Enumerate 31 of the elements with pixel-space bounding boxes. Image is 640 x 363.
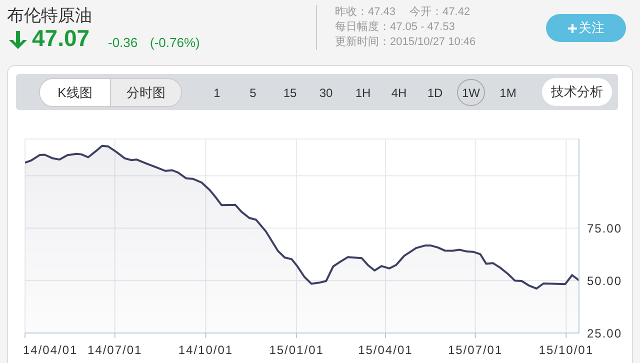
text: 1H bbox=[349, 79, 377, 106]
y-tick-label: 75.00 bbox=[587, 221, 622, 236]
text: 今开：47.42 bbox=[410, 6, 470, 18]
text: K线图 bbox=[39, 78, 111, 107]
text: -0.36 bbox=[108, 35, 138, 50]
text: 关注 bbox=[546, 14, 626, 42]
text: 47.07 bbox=[32, 25, 90, 52]
x-tick-label: 15/10/01 bbox=[538, 343, 594, 357]
text: 4H bbox=[385, 79, 413, 106]
y-tick-label: 50.00 bbox=[587, 274, 622, 288]
text: 30 bbox=[312, 79, 340, 106]
x-tick-label: 14/04/01 bbox=[23, 343, 78, 357]
text: 1 bbox=[203, 79, 231, 106]
text: 1W bbox=[457, 79, 485, 106]
text: 1D bbox=[421, 79, 449, 106]
text: 5 bbox=[239, 79, 267, 106]
y-tick-label: 25.00 bbox=[587, 326, 622, 340]
text: (-0.76%) bbox=[150, 35, 200, 50]
x-tick-label: 15/07/01 bbox=[448, 343, 503, 357]
x-tick-label: 14/07/01 bbox=[88, 343, 142, 357]
chart-title: 布伦特原油 bbox=[7, 5, 92, 27]
text: 技术分析 bbox=[542, 78, 612, 106]
x-tick-label: 15/04/01 bbox=[358, 343, 413, 357]
x-tick-label: 14/10/01 bbox=[178, 343, 234, 357]
text: 每日幅度：47.05 - 47.53 bbox=[335, 20, 456, 35]
x-tick-label: 15/01/01 bbox=[269, 343, 324, 357]
text: 1M bbox=[494, 79, 522, 106]
text: 昨收：47.43 bbox=[335, 6, 396, 18]
text: 更新时间：2015/10/27 10:46 bbox=[335, 35, 476, 50]
text: 分时图 bbox=[110, 78, 182, 107]
text: 15 bbox=[276, 79, 304, 106]
